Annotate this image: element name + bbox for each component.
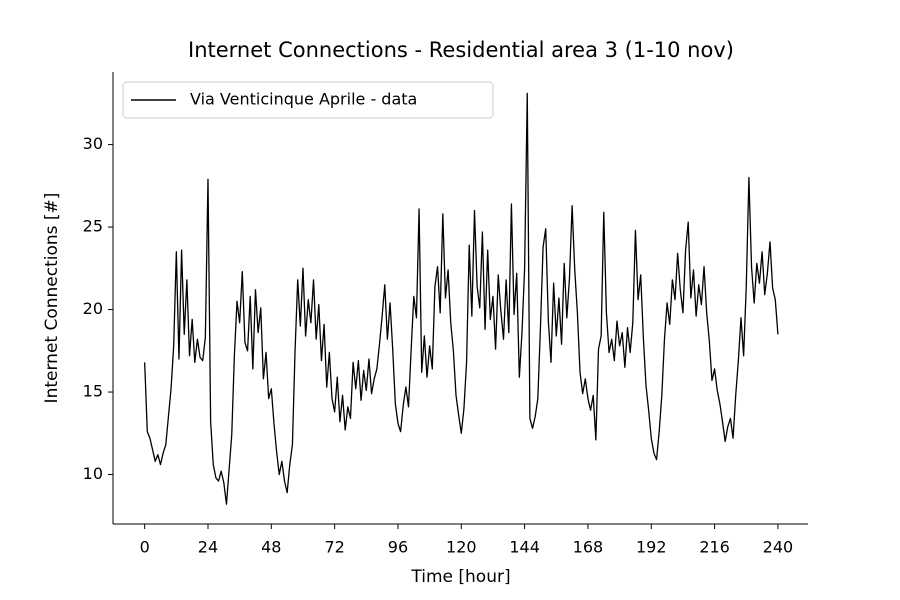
x-tick-label: 192 [636, 538, 667, 557]
x-axis-label: Time [hour] [410, 567, 510, 587]
legend-label: Via Venticinque Aprile - data [190, 90, 417, 109]
y-tick-label: 30 [83, 134, 103, 153]
chart-title: Internet Connections - Residential area … [188, 38, 734, 62]
y-tick-label: 20 [83, 299, 103, 318]
x-tick-label: 240 [763, 538, 794, 557]
x-tick-label: 48 [261, 538, 281, 557]
data-line [144, 92, 779, 505]
x-tick-label: 96 [388, 538, 408, 557]
y-axis-label: Internet Connections [#] [42, 193, 62, 404]
legend-box [122, 81, 494, 119]
x-tick-label: 144 [509, 538, 540, 557]
x-tick-label: 168 [573, 538, 604, 557]
x-tick-label: 72 [324, 538, 344, 557]
y-tick-label: 15 [83, 382, 103, 401]
x-tick-label: 120 [446, 538, 477, 557]
y-tick-label: 25 [83, 217, 103, 236]
x-tick-label: 216 [699, 538, 730, 557]
y-tick-label: 10 [83, 464, 103, 483]
x-tick-label: 0 [140, 538, 150, 557]
x-tick-label: 24 [198, 538, 218, 557]
